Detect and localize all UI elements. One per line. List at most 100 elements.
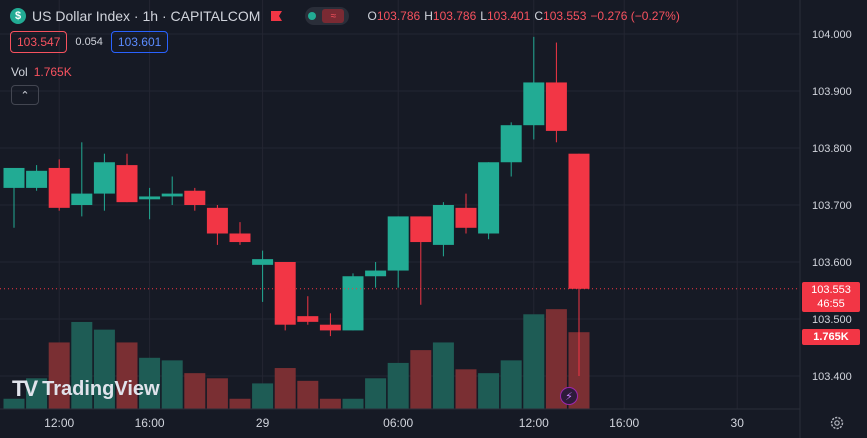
bar-countdown: 46:55 — [817, 298, 845, 310]
price-tick-label: 103.600 — [812, 257, 852, 269]
volume-bar — [523, 314, 545, 409]
price-tick-label: 103.800 — [812, 143, 852, 155]
price-tick-label: 104.000 — [812, 29, 852, 41]
change-value: −0.276 (−0.27%) — [590, 9, 680, 23]
volume-bar — [342, 398, 364, 409]
volume-bar — [71, 321, 93, 409]
last-volume-label: 1.765K — [802, 329, 860, 345]
volume-bar — [410, 350, 432, 409]
high-value: 103.786 — [432, 9, 477, 23]
price-tick-label: 103.400 — [812, 371, 852, 383]
market-status-toggle[interactable]: ≈ — [305, 7, 350, 25]
price-scale[interactable]: 104.000 103.900 103.800 103.700 103.600 103.5… — [812, 29, 852, 383]
volume-bar — [26, 378, 48, 409]
candle-body — [478, 162, 500, 234]
candle-body — [387, 216, 409, 271]
volume-bar — [252, 383, 274, 409]
candle-body — [500, 125, 522, 163]
time-tick-label: 30 — [731, 416, 745, 430]
low-key: L — [480, 9, 487, 23]
volume-bar — [365, 378, 387, 409]
watermark-text: TradingView — [42, 377, 160, 400]
time-tick-label: 12:00 — [44, 416, 74, 430]
candle-body — [545, 82, 567, 131]
volume-bar — [545, 309, 567, 409]
wave-icon: ≈ — [322, 9, 345, 23]
open-value: 103.786 — [376, 9, 421, 23]
volume-bar — [93, 329, 115, 409]
high-key: H — [424, 9, 433, 23]
lightning-icon[interactable]: ⚡ — [560, 387, 578, 405]
time-tick-label: 16:00 — [135, 416, 165, 430]
last-price-value: 103.553 — [811, 284, 851, 296]
volume-bar — [387, 362, 409, 409]
volume-bar — [161, 360, 183, 409]
volume-value: 1.765K — [33, 65, 72, 79]
volume-bar — [478, 373, 500, 409]
volume-bar — [139, 357, 161, 409]
sell-button[interactable]: 103.547 — [10, 31, 68, 53]
candles — [3, 36, 590, 376]
gear-icon[interactable] — [829, 415, 845, 431]
volume-bar — [184, 373, 206, 409]
dollar-sign-icon[interactable]: $ — [10, 8, 26, 24]
last-price-label: 103.553 46:55 — [802, 282, 860, 312]
close-value: 103.553 — [543, 9, 587, 23]
ohlc-values: O 103.786 H 103.786 L 103.401 C 103.553 … — [367, 9, 683, 23]
candle-body — [184, 190, 206, 205]
volume-bar — [3, 398, 25, 409]
candle-body — [3, 167, 25, 188]
volume-legend: Vol 1.765K — [11, 65, 72, 79]
collapse-legend-button[interactable]: ⌃ — [11, 85, 39, 105]
candle-body — [93, 162, 115, 194]
flag-icon[interactable] — [270, 10, 283, 22]
buy-button[interactable]: 103.601 — [110, 31, 169, 53]
candle-body — [319, 324, 341, 331]
time-axis[interactable]: 12:00 16:00 29 06:00 12:00 16:00 30 — [44, 416, 744, 430]
volume-bar — [500, 360, 522, 409]
low-value: 103.401 — [486, 9, 531, 23]
candle-body — [48, 167, 70, 208]
time-tick-label: 12:00 — [519, 416, 549, 430]
volume-bar — [206, 378, 228, 409]
candle-body — [229, 233, 251, 243]
volume-bar — [432, 342, 454, 409]
candle-body — [297, 316, 319, 322]
tradingview-watermark[interactable]: TV TradingView — [12, 376, 160, 402]
candle-body — [432, 205, 454, 245]
open-key: O — [367, 9, 377, 23]
candle-body — [568, 153, 590, 289]
time-tick-label: 06:00 — [383, 416, 413, 430]
price-tick-label: 103.700 — [812, 200, 852, 212]
spread-value: 0.054 — [75, 36, 103, 48]
market-open-dot-icon — [308, 12, 317, 20]
candle-body — [365, 270, 387, 277]
candle-body — [342, 276, 364, 331]
volume-bar — [229, 398, 251, 409]
time-tick-label: 16:00 — [609, 416, 639, 430]
volume-bar — [116, 342, 138, 409]
candle-body — [455, 207, 477, 228]
candle-body — [161, 193, 183, 197]
candle-body — [410, 216, 432, 243]
candle-body — [523, 82, 545, 126]
candle-body — [116, 165, 138, 203]
candle-body — [139, 196, 161, 200]
tradingview-logo-icon: TV — [12, 376, 38, 401]
candle-body — [71, 193, 93, 205]
volume-bar — [455, 369, 477, 409]
candle-body — [274, 262, 296, 325]
close-key: C — [534, 9, 544, 23]
volume-bar — [274, 368, 296, 409]
volume-label: Vol — [11, 65, 28, 79]
candle-body — [206, 207, 228, 234]
trade-prices: 103.547 0.054 103.601 — [10, 31, 169, 53]
volume-bar — [48, 342, 70, 409]
candle-body — [252, 259, 274, 265]
symbol-title[interactable]: US Dollar Index · 1h · CAPITALCOM — [32, 8, 261, 24]
candle-body — [26, 170, 48, 188]
volume-bar — [319, 398, 341, 409]
time-tick-label: 29 — [256, 416, 270, 430]
volume-bar — [297, 380, 319, 409]
